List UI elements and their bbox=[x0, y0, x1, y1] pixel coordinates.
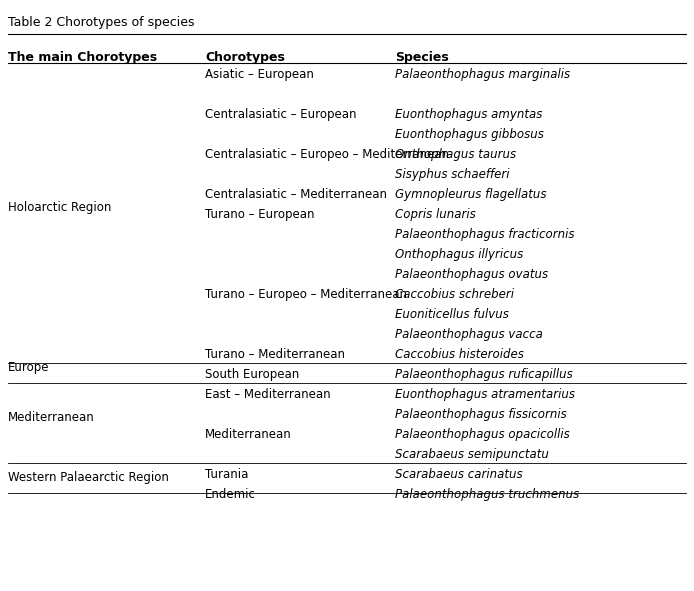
Text: Table 2 Chorotypes of species: Table 2 Chorotypes of species bbox=[8, 16, 195, 29]
Text: Sisyphus schaefferi: Sisyphus schaefferi bbox=[396, 168, 510, 181]
Text: Euoniticellus fulvus: Euoniticellus fulvus bbox=[396, 308, 509, 321]
Text: Onthophagus illyricus: Onthophagus illyricus bbox=[396, 248, 524, 261]
Text: Palaeonthophagus marginalis: Palaeonthophagus marginalis bbox=[396, 68, 570, 81]
Text: Species: Species bbox=[396, 51, 449, 64]
Text: The main Chorotypes: The main Chorotypes bbox=[8, 51, 158, 64]
Text: Euonthophagus gibbosus: Euonthophagus gibbosus bbox=[396, 128, 544, 141]
Text: Palaeonthophagus opacicollis: Palaeonthophagus opacicollis bbox=[396, 428, 570, 441]
Text: Mediterranean: Mediterranean bbox=[8, 411, 95, 424]
Text: East – Mediterranean: East – Mediterranean bbox=[205, 388, 331, 401]
Text: Palaeonthophagus vacca: Palaeonthophagus vacca bbox=[396, 328, 543, 341]
Text: Caccobius schreberi: Caccobius schreberi bbox=[396, 288, 514, 301]
Text: Centralasiatic – Europeo – Mediterranean: Centralasiatic – Europeo – Mediterranean bbox=[205, 148, 449, 161]
Text: Europe: Europe bbox=[8, 361, 50, 374]
Text: Gymnopleurus flagellatus: Gymnopleurus flagellatus bbox=[396, 188, 547, 201]
Text: Euonthophagus amyntas: Euonthophagus amyntas bbox=[396, 108, 543, 121]
Text: Palaeonthophagus truchmenus: Palaeonthophagus truchmenus bbox=[396, 488, 579, 501]
Text: Palaeonthophagus fracticornis: Palaeonthophagus fracticornis bbox=[396, 228, 575, 241]
Text: Holoarctic Region: Holoarctic Region bbox=[8, 202, 112, 215]
Text: Endemic: Endemic bbox=[205, 488, 256, 501]
Text: Euonthophagus atramentarius: Euonthophagus atramentarius bbox=[396, 388, 575, 401]
Text: South European: South European bbox=[205, 368, 300, 381]
Text: Centralasiatic – European: Centralasiatic – European bbox=[205, 108, 357, 121]
Text: Palaeonthophagus ovatus: Palaeonthophagus ovatus bbox=[396, 268, 548, 281]
Text: Caccobius histeroides: Caccobius histeroides bbox=[396, 348, 524, 361]
Text: Palaeonthophagus ruficapillus: Palaeonthophagus ruficapillus bbox=[396, 368, 573, 381]
Text: Scarabaeus carinatus: Scarabaeus carinatus bbox=[396, 468, 523, 481]
Text: Mediterranean: Mediterranean bbox=[205, 428, 292, 441]
Text: Turano – Europeo – Mediterranean: Turano – Europeo – Mediterranean bbox=[205, 288, 407, 301]
Text: Turano – European: Turano – European bbox=[205, 208, 315, 221]
Text: Chorotypes: Chorotypes bbox=[205, 51, 285, 64]
Text: Asiatic – European: Asiatic – European bbox=[205, 68, 314, 81]
Text: Turania: Turania bbox=[205, 468, 248, 481]
Text: Western Palaearctic Region: Western Palaearctic Region bbox=[8, 472, 169, 485]
Text: Palaeonthophagus fissicornis: Palaeonthophagus fissicornis bbox=[396, 408, 567, 421]
Text: Copris lunaris: Copris lunaris bbox=[396, 208, 476, 221]
Text: Turano – Mediterranean: Turano – Mediterranean bbox=[205, 348, 346, 361]
Text: Scarabaeus semipunctatu: Scarabaeus semipunctatu bbox=[396, 448, 549, 461]
Text: Centralasiatic – Mediterranean: Centralasiatic – Mediterranean bbox=[205, 188, 387, 201]
Text: Onthophagus taurus: Onthophagus taurus bbox=[396, 148, 516, 161]
